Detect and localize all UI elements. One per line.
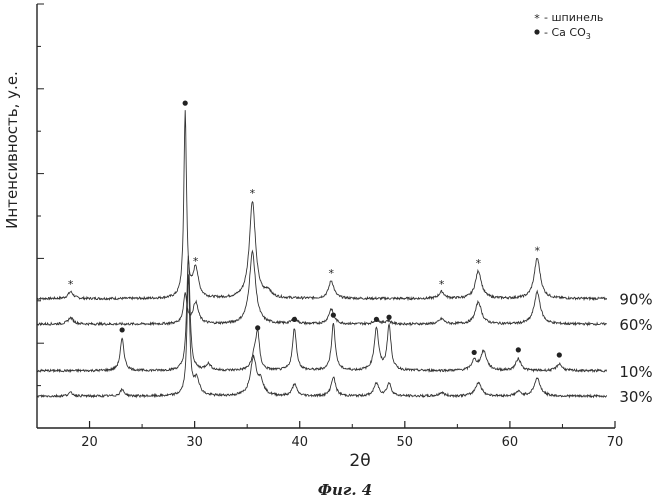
legend-label: - Ca CO3 <box>544 26 591 41</box>
series-label: 90% <box>619 291 652 309</box>
caco3-marker <box>331 313 336 318</box>
x-tick-label: 20 <box>81 435 98 450</box>
series-line-10% <box>37 256 607 372</box>
series-label: 10% <box>619 363 652 381</box>
caco3-marker <box>472 350 477 355</box>
x-tick-label: 70 <box>607 435 624 450</box>
x-tick-label: 50 <box>397 435 414 450</box>
caco3-marker <box>183 101 188 106</box>
spinel-marker: * <box>439 278 445 291</box>
spinel-marker: * <box>193 255 199 268</box>
legend-star-icon: * <box>534 12 540 25</box>
x-tick-label: 60 <box>502 435 519 450</box>
x-tick-label: 30 <box>186 435 203 450</box>
series-layer <box>37 110 607 397</box>
legend-label-text: - Ca CO <box>544 26 586 39</box>
spinel-marker: * <box>250 187 256 200</box>
y-axis-label: Интенсивность, у.е. <box>3 71 21 229</box>
legend-label-subscript: 3 <box>586 32 591 41</box>
spinel-marker: * <box>68 278 74 291</box>
legend-label: - шпинель <box>544 11 603 24</box>
spinel-marker: * <box>329 267 335 280</box>
series-line-60% <box>37 251 607 325</box>
legend: * - шпинель - Ca CO3 <box>534 11 603 41</box>
caco3-marker <box>557 352 562 357</box>
marker-layer: * * * * * * * <box>68 101 562 358</box>
x-axis-label: 2θ <box>349 451 370 471</box>
spinel-marker: * <box>476 257 482 270</box>
caco3-marker <box>374 317 379 322</box>
caco3-marker <box>255 325 260 330</box>
caco3-marker <box>516 347 521 352</box>
legend-label-text: - шпинель <box>544 11 603 24</box>
figure-caption: Фиг. 4 <box>318 481 372 499</box>
x-ticks: 20 30 40 50 60 70 <box>37 421 623 450</box>
spinel-marker: * <box>534 244 540 257</box>
legend-dot-icon <box>534 29 539 34</box>
series-label: 60% <box>619 316 652 334</box>
series-labels: 90% 60% 10% 30% <box>619 291 652 407</box>
caco3-marker <box>292 317 297 322</box>
caco3-marker <box>120 327 125 332</box>
series-label: 30% <box>619 388 652 406</box>
x-tick-label: 40 <box>291 435 308 450</box>
y-ticks <box>37 4 44 428</box>
series-line-30% <box>37 274 607 397</box>
caco3-marker <box>386 315 391 320</box>
series-line-90% <box>37 110 607 299</box>
